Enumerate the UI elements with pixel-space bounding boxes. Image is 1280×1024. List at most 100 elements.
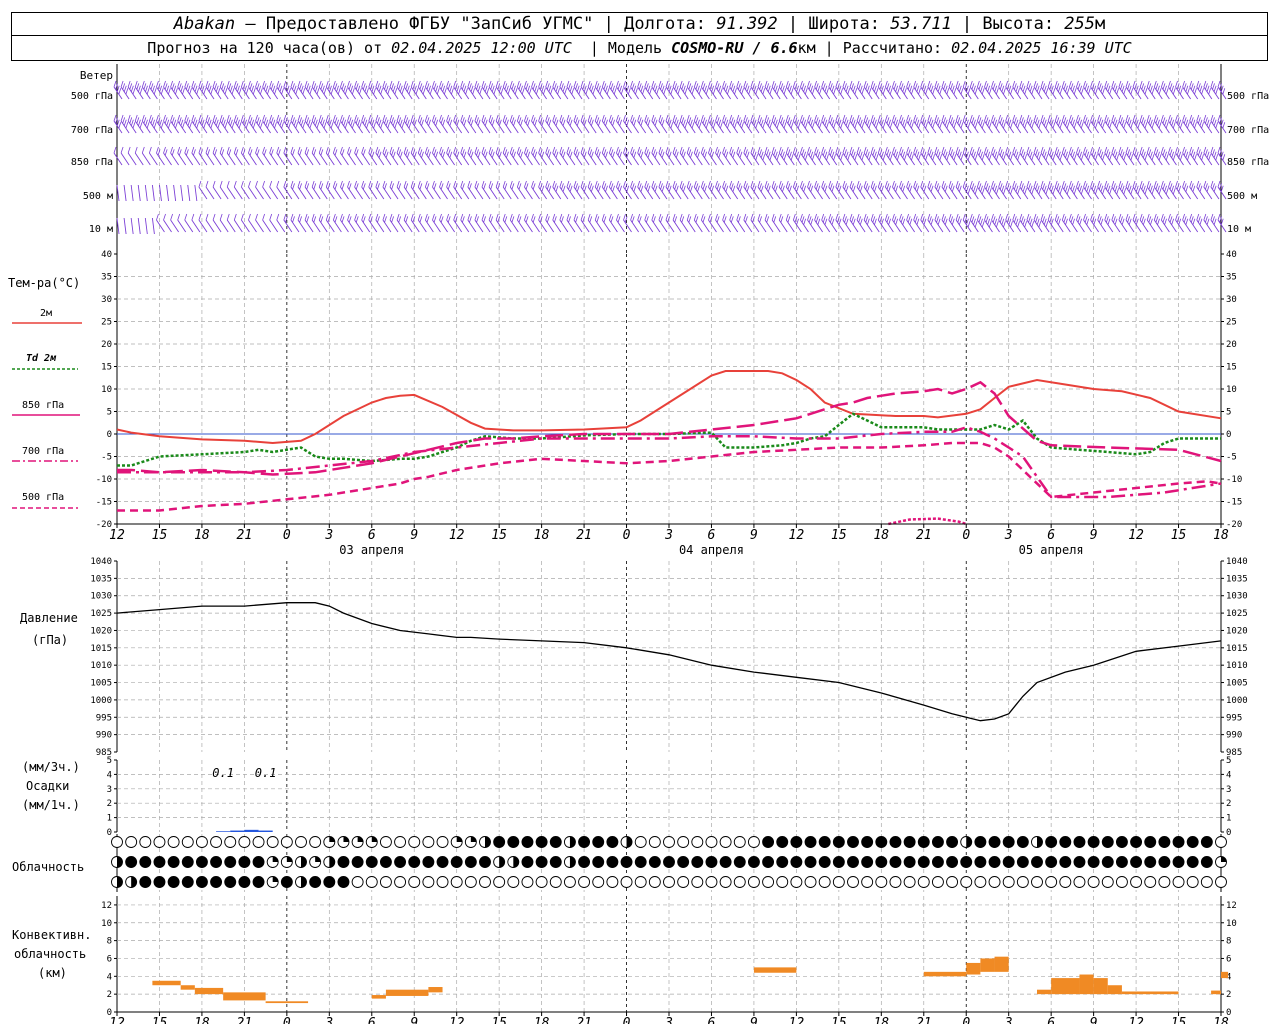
wind-level-label: 500 гПа — [71, 91, 113, 102]
barb-flag — [1090, 213, 1093, 221]
barb-flag — [722, 114, 725, 122]
cloud-symbol — [1130, 856, 1143, 868]
barb-flag — [755, 122, 759, 129]
y-tick-label: 20 — [101, 340, 112, 350]
barb-flag — [1199, 119, 1203, 126]
barb-flag — [566, 80, 570, 88]
barb-flag — [1111, 80, 1115, 88]
wind-barb — [517, 180, 526, 200]
cloud-circle — [790, 876, 803, 888]
wind-barb — [347, 146, 356, 166]
barb-flag — [531, 80, 534, 88]
barb-flag — [800, 213, 803, 221]
wind-barb — [665, 146, 675, 166]
barb-flag — [1220, 185, 1224, 192]
barb-flag — [412, 83, 416, 90]
barb-flag — [1220, 85, 1224, 92]
barb-staff — [587, 219, 597, 233]
barb-flag — [787, 83, 791, 90]
barb-flag — [139, 122, 143, 129]
barb-flag — [1019, 213, 1023, 221]
barb-flag — [1054, 213, 1058, 221]
barb-staff — [495, 186, 505, 200]
barb-flag — [566, 146, 570, 154]
barb-flag — [428, 85, 431, 92]
wind-barb — [601, 114, 611, 134]
wind-barb — [927, 146, 937, 166]
wind-barb — [163, 146, 172, 166]
cloud-fill — [301, 876, 307, 888]
barb-flag — [217, 88, 221, 95]
y-tick-label: 1005 — [1226, 679, 1248, 689]
barb-flag — [1005, 146, 1009, 154]
barb-flag — [1058, 185, 1061, 192]
wind-level-label-right: 700 гПа — [1227, 125, 1269, 136]
cloud-fill — [513, 856, 519, 868]
barb-flag — [1171, 185, 1175, 192]
barb-staff — [241, 186, 250, 200]
barb-staff — [566, 219, 576, 233]
barb-flag — [962, 114, 966, 122]
barb-flag — [391, 117, 394, 124]
wind-barb — [467, 146, 477, 166]
barb-flag — [923, 151, 927, 158]
barb-flag — [307, 85, 311, 92]
barb-flag — [644, 114, 648, 122]
barb-flag — [221, 149, 225, 156]
barb-staff — [130, 217, 134, 235]
wind-barb — [198, 146, 208, 166]
barb-flag — [129, 83, 133, 90]
cloud-symbol — [677, 856, 690, 868]
wind-barb — [736, 180, 746, 200]
barb-flag — [888, 151, 891, 158]
barb-flag — [764, 146, 768, 154]
barb-flag — [217, 122, 221, 129]
barb-flag — [1183, 183, 1187, 190]
barb-flag — [350, 85, 354, 92]
barb-flag — [964, 183, 968, 190]
wind-barb — [863, 146, 873, 166]
cloud-symbol — [648, 876, 661, 888]
barb-flag — [647, 151, 651, 158]
y-tick-label: 1040 — [90, 557, 112, 567]
wind-barb — [382, 213, 392, 233]
wind-barb — [1104, 180, 1114, 200]
barb-flag — [1169, 83, 1173, 90]
barb-staff — [495, 219, 505, 233]
barb-flag — [525, 183, 529, 190]
barb-flag — [1029, 85, 1033, 92]
barb-flag — [741, 122, 744, 129]
barb-flag — [283, 146, 287, 154]
barb-flag — [320, 183, 324, 190]
barb-flag — [844, 183, 847, 190]
wind-barb — [665, 80, 675, 100]
cloud-circle — [1059, 836, 1072, 848]
barb-flag — [916, 218, 920, 225]
barb-flag — [767, 185, 771, 192]
barb-flag — [569, 151, 573, 158]
wind-barb — [304, 213, 314, 233]
barb-flag — [790, 154, 794, 161]
barb-flag — [330, 88, 334, 95]
cloud-circle — [875, 836, 888, 848]
barb-flag — [807, 180, 810, 188]
barb-flag — [906, 146, 909, 154]
barb-staff — [439, 219, 448, 233]
cloud-symbol — [238, 856, 251, 868]
barb-flag — [1165, 122, 1169, 129]
wind-barb — [283, 213, 293, 233]
barb-flag — [1199, 218, 1203, 225]
barb-flag — [152, 119, 155, 126]
barb-flag — [722, 213, 725, 221]
wind-barb — [545, 213, 555, 233]
barb-flag — [698, 122, 702, 129]
barb-flag — [447, 83, 451, 90]
barb-flag — [1183, 117, 1187, 124]
barb-flag — [709, 149, 713, 156]
cloud-symbol — [450, 836, 463, 848]
barb-flag — [1091, 117, 1095, 124]
barb-flag — [881, 185, 884, 192]
barb-flag — [603, 149, 607, 156]
barb-flag — [238, 88, 242, 95]
cloud-symbol — [493, 856, 506, 868]
